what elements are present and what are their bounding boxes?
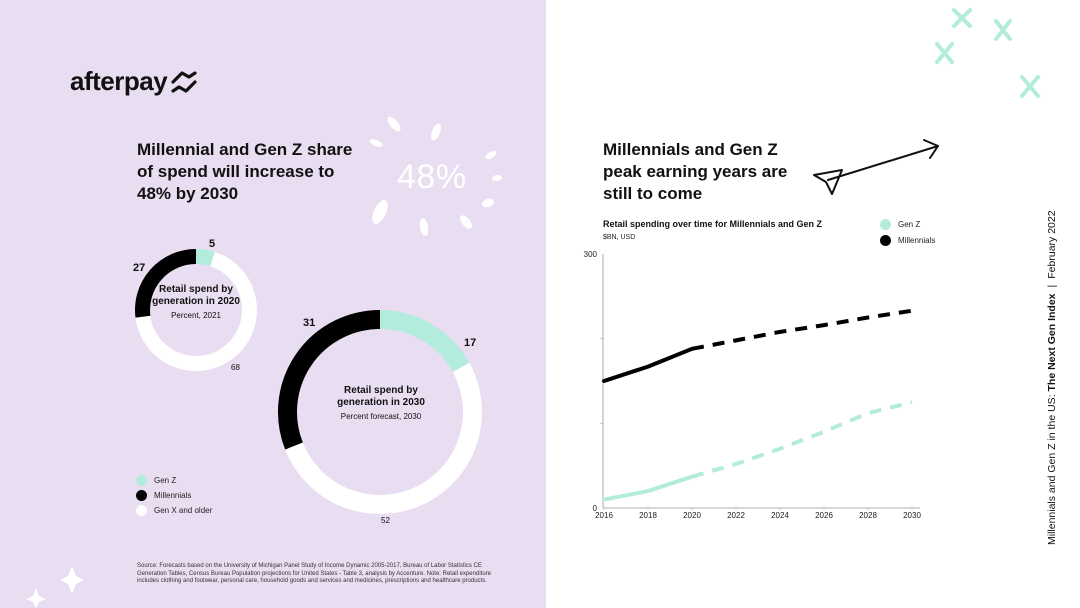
donut-2030-center: Retail spend by generation in 2030 Perce… [331, 385, 431, 422]
donut-2020-segment-gen-x-and-older [135, 251, 257, 371]
x-tick-label: 2018 [639, 511, 657, 520]
right-decorations [813, 8, 1040, 195]
legend-label: Millennials [154, 491, 192, 500]
millennials-swatch [136, 490, 147, 501]
donut-2030-genx-label: 52 [381, 516, 390, 525]
chart-unit: $BN, USD [603, 234, 636, 241]
x-tick-label: 2022 [727, 511, 745, 520]
x-tick-label: 2024 [771, 511, 789, 520]
decorations [26, 116, 502, 608]
donut-legend: Gen Z Millennials Gen X and older [136, 473, 212, 518]
legend-item-genz: Gen Z [136, 473, 212, 488]
donut-2030 [278, 310, 482, 514]
right-panel [546, 0, 1080, 608]
donut-2030-genz-label: 17 [464, 337, 477, 349]
x-tick-label: 2016 [595, 511, 613, 520]
donut-2030-title: Retail spend by generation in 2030 [337, 385, 425, 408]
millennials-line-forecast [691, 308, 913, 351]
side-label-part3: February 2022 [1046, 210, 1058, 279]
donut-2020 [135, 249, 257, 371]
donut-charts [135, 249, 482, 514]
afterpay-arrows-icon [171, 70, 197, 93]
chart-title: Retail spending over time for Millennial… [603, 219, 823, 229]
side-label-part1: Millennials and Gen Z in the US: [1046, 391, 1058, 545]
donut-2030-subtitle: Percent forecast, 2030 [340, 412, 422, 421]
sparkle-decoration [26, 566, 84, 608]
donut-2030-segment-gen-z [379, 310, 470, 373]
donut-2020-center: Retail spend by generation in 2020 Perce… [146, 284, 246, 321]
legend-label: Gen Z [898, 219, 921, 229]
x-tick-label: 2026 [815, 511, 833, 520]
big-percent: 48% [397, 158, 467, 196]
x-tick-label: 2028 [859, 511, 877, 520]
y-tick-label: 0 [593, 504, 598, 513]
donut-2020-subtitle: Percent, 2021 [171, 311, 221, 320]
line-chart-legend: Gen Z Millennials [880, 216, 935, 248]
genx-swatch [136, 505, 147, 516]
side-label-part2: The Next Gen Index [1046, 293, 1058, 392]
left-panel [0, 0, 546, 608]
legend-label: Millennials [898, 235, 936, 245]
legend-label: Gen X and older [154, 506, 213, 515]
donut-2020-genz-label: 5 [209, 238, 216, 250]
donut-2020-title: Retail spend by generation in 2020 [152, 284, 240, 307]
side-label-separator: | [1046, 284, 1058, 288]
millennials-swatch [880, 234, 891, 246]
legend-item-millennials: Millennials [136, 488, 212, 503]
donut-2020-segment-millennials [135, 249, 197, 318]
donut-2020-millennials-label: 27 [133, 262, 146, 274]
genz-swatch [136, 475, 147, 486]
gen-z-line-forecast [691, 400, 913, 479]
arrow-icon [813, 139, 939, 195]
source-note: Source: Forecasts based on the Universit… [137, 563, 491, 584]
x-tick-label: 2020 [683, 511, 701, 520]
burst-decoration [369, 116, 502, 236]
line-chart: 0 300 2016 2018 2020 2022 2024 2026 2028 2030 [584, 250, 922, 520]
left-headline: Millennial and Gen Z share of spend will… [137, 140, 353, 203]
donut-2020-genx-label: 68 [231, 363, 240, 372]
logo-text: afterpay [70, 66, 168, 96]
right-headline: Millennials and Gen Z peak earning years… [603, 140, 788, 203]
legend-label: Gen Z [154, 476, 177, 485]
donut-2020-segment-gen-z [195, 249, 215, 267]
donut-2030-millennials-label: 31 [303, 317, 316, 329]
side-label: Millennials and Gen Z in the US: The Nex… [1046, 210, 1058, 545]
legend-item-genx: Gen X and older [136, 503, 212, 518]
x-tick-label: 2030 [903, 511, 921, 520]
donut-2030-segment-millennials [278, 310, 381, 450]
legend-item-millennials: Millennials [880, 232, 935, 248]
afterpay-logo: afterpay [70, 66, 199, 97]
cross-decorations [935, 8, 1040, 98]
millennials-line-actual [602, 346, 694, 383]
legend-item-genz: Gen Z [880, 216, 935, 232]
donut-2030-segment-gen-x-and-older [285, 362, 482, 514]
gen-z-line-actual [602, 474, 694, 502]
y-tick-label: 300 [584, 250, 598, 259]
genz-swatch [880, 218, 891, 230]
